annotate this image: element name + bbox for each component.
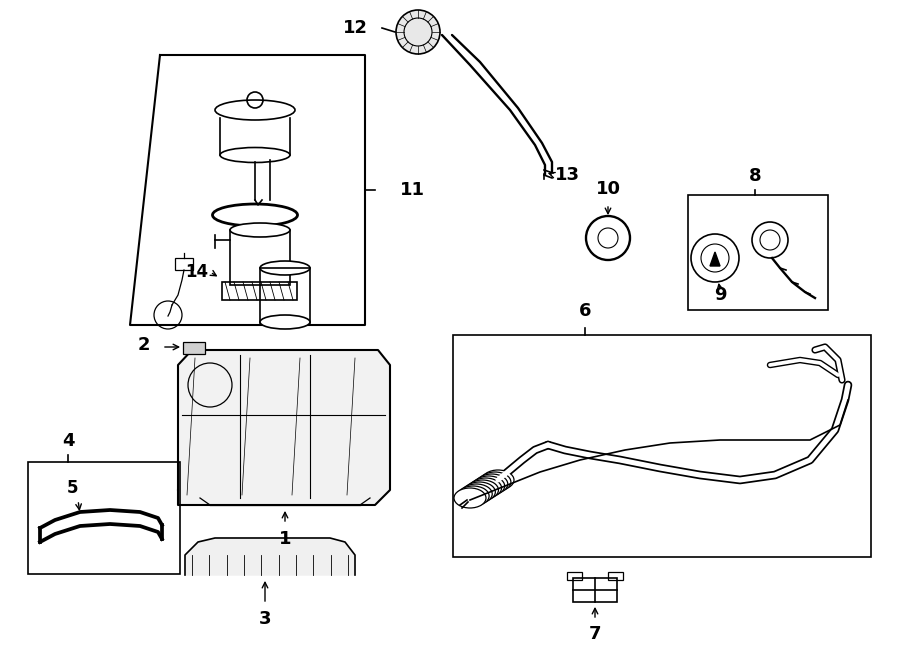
Ellipse shape — [466, 480, 499, 500]
Bar — [175, 258, 193, 270]
Bar — [260, 268, 310, 323]
Ellipse shape — [472, 476, 505, 496]
Text: 2: 2 — [138, 336, 150, 354]
Text: 11: 11 — [400, 181, 425, 199]
Bar — [573, 578, 617, 602]
Text: 6: 6 — [579, 302, 591, 320]
Text: 1: 1 — [279, 530, 292, 548]
Bar — [688, 195, 828, 310]
Bar — [230, 230, 290, 285]
Circle shape — [396, 10, 440, 54]
Ellipse shape — [215, 100, 295, 120]
Text: 5: 5 — [67, 479, 77, 497]
Ellipse shape — [479, 472, 511, 492]
Ellipse shape — [460, 484, 492, 504]
Text: 4: 4 — [62, 432, 74, 450]
Bar — [608, 572, 623, 580]
Bar — [222, 282, 297, 300]
Text: 14: 14 — [184, 263, 208, 281]
Ellipse shape — [230, 223, 290, 237]
Circle shape — [691, 234, 739, 282]
Text: 3: 3 — [259, 610, 271, 628]
Ellipse shape — [260, 261, 310, 275]
Bar — [28, 462, 180, 574]
Ellipse shape — [482, 470, 514, 490]
Polygon shape — [185, 538, 355, 575]
Text: 7: 7 — [589, 625, 601, 643]
Bar — [567, 572, 582, 580]
Text: 9: 9 — [714, 286, 726, 304]
Text: 13: 13 — [555, 166, 580, 184]
Ellipse shape — [476, 474, 508, 494]
Polygon shape — [178, 350, 390, 505]
Text: 8: 8 — [749, 167, 761, 185]
Ellipse shape — [464, 482, 495, 502]
Ellipse shape — [470, 478, 501, 498]
Bar — [183, 342, 205, 354]
Ellipse shape — [260, 315, 310, 329]
Text: 10: 10 — [596, 180, 620, 198]
Ellipse shape — [457, 486, 489, 506]
Text: 12: 12 — [343, 19, 368, 37]
Ellipse shape — [220, 147, 290, 163]
Ellipse shape — [454, 488, 486, 508]
Polygon shape — [710, 252, 720, 266]
Circle shape — [586, 216, 630, 260]
Bar — [453, 335, 871, 557]
